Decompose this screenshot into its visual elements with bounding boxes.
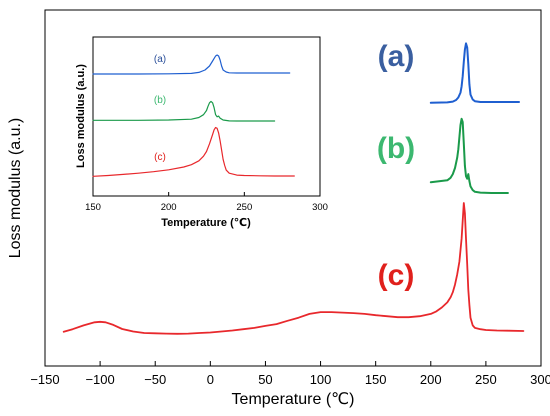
main-chart: −150 −100 −50 0 50 100 150 200 250 300 Temperatur… xyxy=(7,9,550,408)
inset-x-tick-label: 250 xyxy=(236,202,252,213)
main-x-tick-label: −50 xyxy=(144,372,166,387)
main-x-tick-label: 150 xyxy=(365,372,387,387)
inset-chart: 150 200 250 300 Temperature (℃) Loss modulu… xyxy=(75,36,328,229)
main-series-b-line xyxy=(429,117,509,194)
inset-y-axis-title: Loss modulus (a.u.) xyxy=(75,64,87,168)
main-x-tick-label: 250 xyxy=(475,372,497,387)
inset-x-tick-label: 300 xyxy=(312,202,328,213)
main-series-b-label: (b) xyxy=(377,132,415,165)
inset-series-c-line xyxy=(92,126,295,177)
inset-series-b-label: (b) xyxy=(154,95,166,106)
inset-x-axis-ticks: 150 200 250 300 xyxy=(85,192,328,213)
inset-series-b-line xyxy=(92,100,276,122)
main-series-curves xyxy=(62,42,525,335)
inset-x-tick-label: 150 xyxy=(85,202,101,213)
inset-series-a-line xyxy=(92,54,291,75)
inset-x-axis-title: Temperature (℃) xyxy=(161,217,251,229)
inset-series-c-label: (c) xyxy=(154,152,166,163)
main-x-axis-title: Temperature (℃) xyxy=(232,391,355,408)
inset-plot-frame xyxy=(92,36,321,197)
main-series-a-label: (a) xyxy=(378,40,415,73)
main-series-a-line xyxy=(429,42,520,104)
main-y-axis-title: Loss modulus (a.u.) xyxy=(7,118,24,259)
inset-series-labels: (a) (b) (c) xyxy=(154,54,166,163)
main-x-tick-label: −100 xyxy=(85,372,114,387)
main-x-axis-ticks: −150 −100 −50 0 50 100 150 200 250 300 xyxy=(30,361,550,387)
inset-series-a-label: (a) xyxy=(154,54,166,65)
main-x-tick-label: 200 xyxy=(420,372,442,387)
inset-x-tick-label: 200 xyxy=(161,202,177,213)
main-plot-frame xyxy=(44,9,542,367)
main-x-tick-label: 50 xyxy=(258,372,272,387)
main-x-tick-label: 300 xyxy=(530,372,550,387)
main-x-tick-label: 0 xyxy=(207,372,214,387)
inset-series-curves xyxy=(92,54,295,177)
main-x-tick-label: −150 xyxy=(30,372,59,387)
main-series-c-line xyxy=(62,202,525,335)
main-series-labels: (a) (b) (c) xyxy=(377,40,415,292)
main-x-tick-label: 100 xyxy=(310,372,332,387)
main-series-c-label: (c) xyxy=(378,259,415,292)
